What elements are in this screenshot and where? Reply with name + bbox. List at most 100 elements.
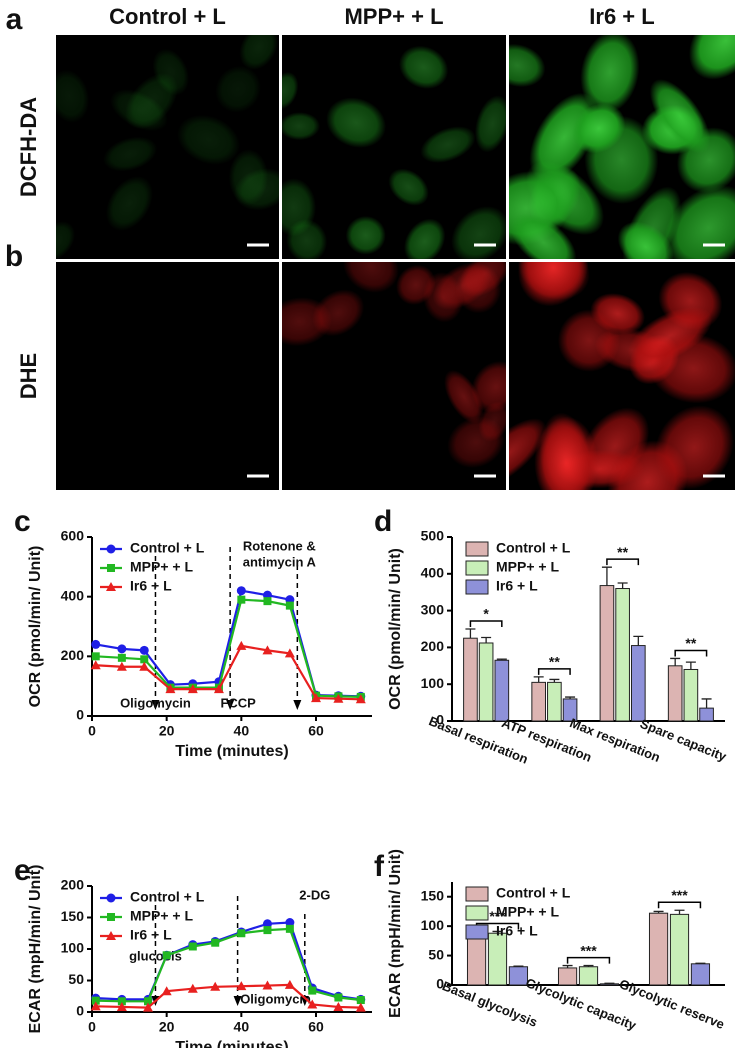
- bar: [630, 645, 646, 722]
- cell: [105, 176, 153, 231]
- cell: [580, 35, 640, 114]
- marker: [117, 644, 127, 654]
- cell: [282, 297, 332, 347]
- cell: [648, 333, 735, 404]
- marker: [285, 924, 294, 933]
- cell: [510, 213, 577, 259]
- marker: [355, 1002, 366, 1012]
- y-tick-label: 150: [61, 908, 85, 924]
- marker: [284, 979, 295, 989]
- marker: [237, 595, 246, 604]
- bar: [578, 966, 599, 986]
- annotation: Oligomycin: [240, 991, 311, 1006]
- y-tick-label: 100: [61, 940, 85, 956]
- marker: [211, 938, 220, 947]
- legend-label: Ir6 + L: [496, 923, 538, 939]
- bar: [667, 665, 683, 722]
- cell: [56, 221, 76, 259]
- row-label: DCFH-DA: [16, 97, 41, 197]
- marker: [236, 640, 247, 650]
- cell: [509, 43, 546, 88]
- cells: [282, 262, 506, 469]
- cell: [228, 149, 269, 206]
- significance-label: ***: [489, 908, 506, 924]
- x-tick-label: 0: [88, 1019, 96, 1035]
- error-bar: [533, 676, 544, 683]
- x-tick-label: 40: [234, 723, 250, 739]
- legend-swatch: [465, 905, 489, 921]
- cell: [282, 71, 299, 110]
- legend-label: Ir6 + L: [496, 578, 538, 594]
- error-bar: [701, 698, 712, 709]
- cell: [664, 184, 735, 259]
- marker: [188, 942, 197, 951]
- marker: [91, 652, 100, 661]
- x-tick-label: 40: [234, 1019, 250, 1035]
- legend-label: Ir6 + L: [130, 927, 172, 943]
- y-tick-label: 400: [61, 587, 85, 603]
- legend-label: MPP+ + L: [496, 559, 559, 575]
- marker: [213, 684, 224, 694]
- significance-bracket: [674, 649, 708, 657]
- annotation-arrow: [151, 700, 160, 710]
- x-tick-label: 60: [308, 1019, 324, 1035]
- annotation: FCCP: [220, 695, 256, 710]
- marker: [106, 582, 116, 591]
- legend-label: Control + L: [496, 540, 571, 556]
- marker: [117, 653, 126, 662]
- significance-bracket: [469, 620, 503, 627]
- marker: [308, 986, 317, 995]
- y-axis-label: OCR (pmol/min/ Unit): [27, 546, 44, 708]
- error-bar: [496, 658, 507, 661]
- significance-label: ***: [671, 887, 688, 903]
- y-tick-label: 50: [428, 946, 444, 962]
- cells: [509, 262, 735, 490]
- bar: [494, 659, 510, 722]
- y-tick-label: 0: [436, 976, 444, 992]
- y-axis-label: ECAR (mpH/min/ Unit): [387, 849, 404, 1018]
- marker: [90, 660, 101, 670]
- cells: [509, 35, 735, 259]
- marker: [116, 661, 127, 671]
- y-tick-label: 500: [421, 528, 445, 544]
- error-bar: [617, 582, 628, 589]
- significance-bracket: [537, 668, 571, 675]
- cell: [557, 309, 621, 372]
- cell: [420, 126, 476, 163]
- image-background: [56, 262, 279, 490]
- y-tick-label: 50: [68, 971, 84, 987]
- cell: [627, 306, 713, 366]
- cell: [343, 262, 399, 293]
- x-tick-label: 0: [88, 723, 96, 739]
- cell: [239, 35, 278, 70]
- annotation-arrow: [293, 700, 302, 710]
- marker: [262, 980, 273, 990]
- marker: [107, 564, 115, 572]
- marker: [263, 926, 272, 935]
- error-bar: [492, 930, 503, 934]
- cell: [534, 416, 599, 490]
- cell: [447, 416, 505, 469]
- marker: [106, 931, 116, 940]
- marker: [117, 997, 126, 1006]
- marker: [139, 645, 149, 655]
- significance-label: *: [483, 606, 489, 622]
- significance-label: **: [617, 544, 628, 560]
- error-bar: [583, 964, 594, 967]
- micrograph: [56, 35, 279, 259]
- marker: [90, 1001, 101, 1011]
- marker: [187, 983, 198, 993]
- marker: [236, 981, 247, 991]
- marker: [334, 993, 343, 1002]
- micrographs: [56, 35, 735, 490]
- marker: [311, 693, 321, 703]
- error-bar: [604, 982, 615, 984]
- bar: [690, 963, 711, 986]
- marker: [355, 694, 366, 704]
- marker: [284, 648, 295, 658]
- y-tick-label: 200: [61, 647, 85, 663]
- panel-letter: b: [5, 240, 23, 273]
- marker: [143, 1002, 153, 1012]
- annotation-arrow: [233, 996, 242, 1006]
